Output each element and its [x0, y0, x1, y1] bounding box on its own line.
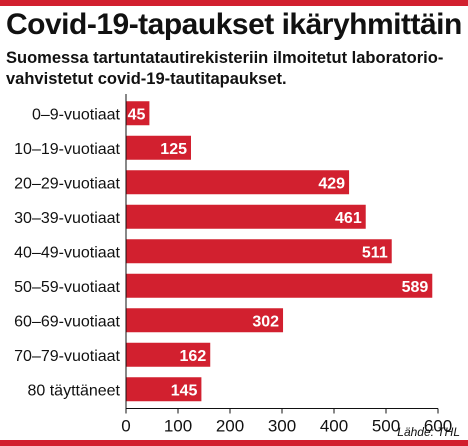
value-label: 162	[180, 348, 207, 365]
top-accent-bar	[0, 0, 468, 6]
x-tick-label: 300	[268, 417, 296, 436]
value-label: 511	[362, 244, 388, 261]
x-tick-label: 500	[372, 417, 400, 436]
category-label: 10–19-vuotiaat	[14, 141, 120, 158]
chart-title: Covid-19-tapaukset ikäryhmittäin	[6, 8, 462, 41]
category-label: 30–39-vuotiaat	[14, 210, 120, 227]
bar	[126, 101, 150, 126]
bar	[126, 377, 202, 402]
value-label: 145	[171, 382, 198, 399]
bar	[126, 342, 211, 367]
category-label: 20–29-vuotiaat	[14, 175, 120, 192]
value-label: 589	[402, 279, 429, 296]
bar	[126, 135, 191, 160]
value-label: 45	[128, 106, 146, 123]
x-tick-label: 100	[164, 417, 192, 436]
bar	[126, 308, 284, 333]
bar	[126, 170, 350, 195]
bar	[126, 204, 366, 229]
category-label: 0–9-vuotiaat	[32, 106, 121, 123]
x-tick-label: 600	[424, 417, 452, 436]
value-label: 429	[318, 175, 345, 192]
source-note: Lähde: THL	[397, 425, 460, 439]
value-label: 461	[335, 210, 362, 227]
bar	[126, 239, 392, 264]
category-label: 50–59-vuotiaat	[14, 279, 120, 296]
category-label: 60–69-vuotiaat	[14, 313, 120, 330]
x-tick-label: 400	[320, 417, 348, 436]
bottom-accent-bar	[0, 440, 468, 446]
category-label: 70–79-vuotiaat	[14, 348, 120, 365]
category-label: 40–49-vuotiaat	[14, 244, 120, 261]
value-label: 125	[160, 141, 187, 158]
value-label: 302	[252, 313, 279, 330]
chart-subtitle: Suomessa tartuntatautirekisteriin ilmoit…	[6, 49, 444, 88]
x-tick-label: 200	[216, 417, 244, 436]
x-tick-label: 0	[121, 417, 130, 436]
category-label: 80 täyttäneet	[27, 382, 120, 399]
bar	[126, 273, 433, 298]
